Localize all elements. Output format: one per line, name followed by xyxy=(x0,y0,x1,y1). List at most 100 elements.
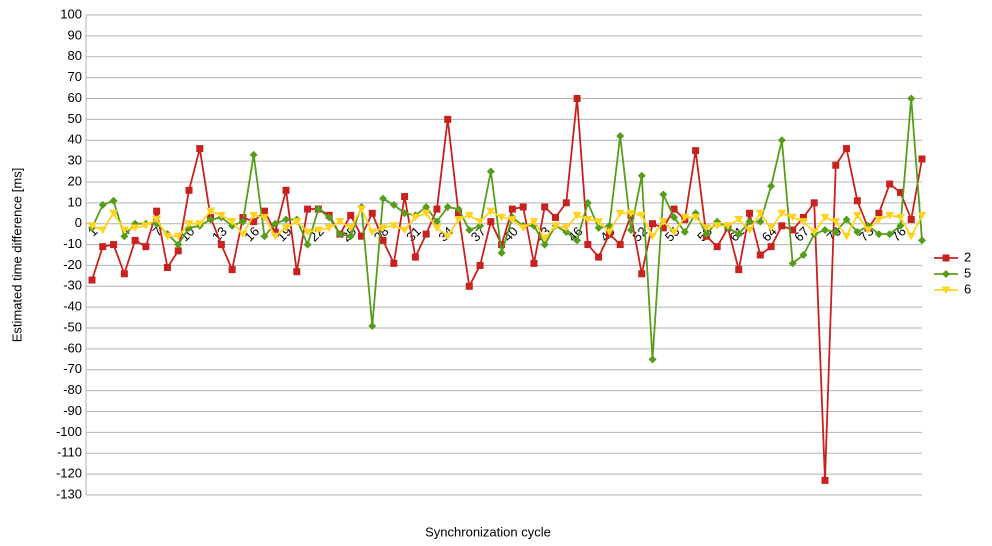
marker xyxy=(217,241,225,249)
marker xyxy=(206,215,215,224)
marker xyxy=(842,232,852,241)
marker xyxy=(831,228,840,237)
y-tick-label: -130 xyxy=(56,486,82,501)
marker xyxy=(615,209,625,218)
y-tick-label: 90 xyxy=(68,27,82,42)
marker xyxy=(389,200,398,209)
marker xyxy=(153,207,161,215)
marker xyxy=(734,230,743,239)
marker xyxy=(411,253,419,261)
marker xyxy=(594,223,603,232)
marker xyxy=(853,197,861,205)
marker xyxy=(788,259,797,268)
y-axis-title: Estimated time difference [ms] xyxy=(9,168,24,343)
marker xyxy=(680,228,689,237)
marker xyxy=(616,241,624,249)
marker xyxy=(497,248,506,257)
marker xyxy=(584,241,592,249)
marker xyxy=(907,94,916,103)
marker xyxy=(895,213,905,222)
marker xyxy=(843,145,851,153)
marker xyxy=(292,218,302,226)
marker xyxy=(583,216,593,224)
marker xyxy=(669,228,679,237)
marker xyxy=(325,213,334,222)
marker xyxy=(659,190,668,199)
marker xyxy=(508,205,516,213)
marker xyxy=(99,243,107,251)
marker xyxy=(378,224,388,232)
y-tick-label: -40 xyxy=(63,299,82,314)
marker xyxy=(691,213,701,222)
y-tick-label: -10 xyxy=(63,236,82,251)
marker xyxy=(432,224,442,232)
marker xyxy=(552,213,560,221)
marker xyxy=(551,222,561,230)
marker xyxy=(195,220,205,228)
marker xyxy=(875,209,883,217)
marker xyxy=(852,211,862,220)
marker xyxy=(120,270,128,278)
marker xyxy=(745,217,754,226)
y-tick-label: -50 xyxy=(63,319,82,334)
marker xyxy=(799,251,808,259)
marker xyxy=(788,213,798,222)
marker xyxy=(917,211,927,220)
legend-label: 6 xyxy=(964,281,971,296)
marker xyxy=(735,266,743,274)
y-tick-label: 100 xyxy=(60,6,82,21)
marker xyxy=(196,145,204,153)
marker xyxy=(530,259,538,267)
marker xyxy=(346,232,355,241)
y-tick-label: -70 xyxy=(63,361,82,376)
legend-label: 2 xyxy=(964,249,971,264)
marker xyxy=(119,226,129,234)
marker xyxy=(281,224,291,232)
marker xyxy=(389,222,399,230)
marker xyxy=(152,216,162,224)
marker xyxy=(346,224,356,232)
marker xyxy=(443,203,452,211)
marker xyxy=(594,218,604,226)
marker xyxy=(896,221,905,230)
marker xyxy=(906,232,916,241)
marker xyxy=(918,155,926,163)
marker xyxy=(87,222,97,230)
marker xyxy=(174,247,182,255)
marker xyxy=(271,228,279,236)
marker xyxy=(885,230,894,239)
marker xyxy=(422,230,430,238)
marker xyxy=(842,215,851,224)
marker xyxy=(573,236,582,245)
marker xyxy=(562,199,570,207)
marker xyxy=(454,209,462,217)
marker xyxy=(821,476,829,484)
marker xyxy=(604,228,614,237)
marker xyxy=(507,216,517,224)
marker xyxy=(832,161,840,169)
y-tick-label: -20 xyxy=(63,257,82,272)
marker xyxy=(98,200,107,209)
marker xyxy=(638,270,646,278)
marker xyxy=(88,276,96,284)
marker xyxy=(444,115,452,123)
marker xyxy=(723,222,733,230)
marker xyxy=(390,259,398,267)
marker xyxy=(680,213,690,222)
marker xyxy=(443,232,453,241)
marker xyxy=(465,225,474,234)
marker xyxy=(453,216,463,224)
marker xyxy=(583,198,592,207)
marker xyxy=(410,213,420,222)
marker xyxy=(519,203,527,211)
marker xyxy=(746,209,754,217)
y-tick-label: -60 xyxy=(63,340,82,355)
y-tick-label: 10 xyxy=(68,194,82,209)
marker xyxy=(637,211,647,220)
y-tick-label: -100 xyxy=(56,424,82,439)
marker xyxy=(379,194,388,203)
marker xyxy=(433,205,441,213)
marker xyxy=(313,226,323,234)
marker xyxy=(756,251,764,259)
